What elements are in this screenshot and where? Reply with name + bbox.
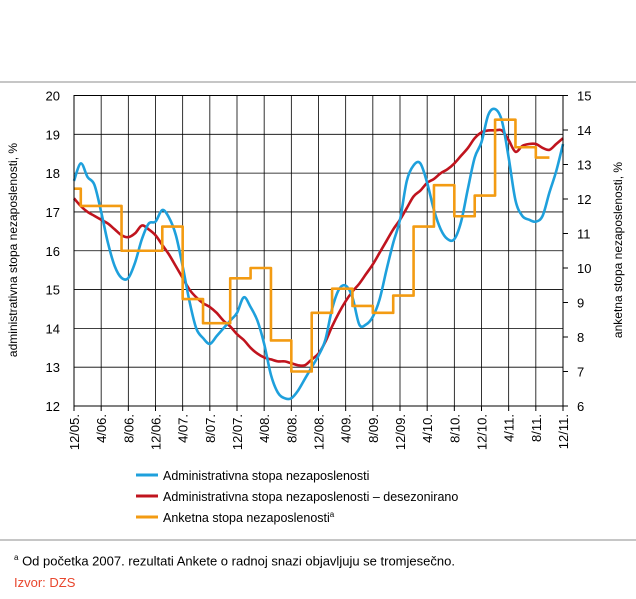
x-tick-label: 8/09.	[366, 414, 381, 443]
footnote-text: Od početka 2007. rezultati Ankete o radn…	[18, 553, 455, 569]
y-right-tick-label: 6	[577, 399, 584, 414]
source: Izvor: DZS	[14, 575, 75, 590]
y-right-axis-label: anketna stopa nezaposlenosti, %	[611, 162, 625, 338]
grid	[74, 95, 563, 406]
legend-label-administrativna: Administrativna stopa nezaposlenosti	[163, 469, 369, 483]
footnote: a Od početka 2007. rezultati Ankete o ra…	[14, 553, 455, 568]
x-tick-label: 12/10.	[475, 414, 490, 450]
y-left-tick-label: 20	[46, 89, 60, 104]
source-text: Izvor: DZS	[14, 575, 76, 590]
y-right-tick-label: 9	[577, 296, 584, 311]
series-line-0	[72, 107, 565, 401]
x-tick-label: 12/07.	[230, 414, 245, 450]
x-tick-label: 12/09.	[393, 414, 408, 450]
x-tick-label: 4/07.	[176, 414, 191, 443]
y-right-tick-label: 11	[577, 227, 591, 242]
x-tick-label: 8/10.	[447, 414, 462, 443]
y-right-tick-label: 10	[577, 261, 591, 276]
y-right-tick-label: 12	[577, 192, 591, 207]
y-left-tick-label: 19	[46, 127, 60, 142]
series-line-2	[74, 118, 550, 373]
y-right-tick-label: 8	[577, 330, 584, 345]
legend: Administrativna stopa nezaposlenosti Adm…	[136, 469, 458, 525]
x-tick-label: 4/09.	[339, 414, 354, 443]
x-tick-label: 4/11.	[502, 414, 517, 442]
x-tick-label: 12/08.	[312, 414, 327, 450]
y-left-tick-label: 14	[46, 321, 60, 336]
y-right-tick-label: 13	[577, 158, 591, 173]
footnote-marker: a	[14, 553, 19, 562]
x-tick-label: 12/05.	[67, 414, 82, 450]
y-left-tick-label: 16	[46, 244, 60, 259]
legend-label-anketna: Anketna stopa nezaposlenostia	[163, 510, 335, 525]
x-tick-label: 8/06.	[121, 414, 136, 443]
y-left-tick-label: 15	[46, 283, 60, 298]
y-left-ticks: 20 19 18 17 16 15 14 13 12	[46, 89, 60, 415]
x-tick-label: 4/08.	[257, 414, 272, 443]
x-ticks: 12/05. 4/06. 8/06. 12/06. 4/07. 8/07. 12/07. 4/…	[67, 406, 571, 450]
x-tick-label: 8/08.	[284, 414, 299, 443]
y-right-tick-label: 14	[577, 123, 591, 138]
x-tick-label: 4/10.	[420, 414, 435, 443]
x-tick-label: 12/11.	[556, 414, 571, 449]
y-left-tick-label: 12	[46, 399, 60, 414]
y-right-tick-label: 7	[577, 365, 584, 380]
y-left-tick-label: 17	[46, 205, 60, 220]
x-tick-label: 8/11.	[529, 414, 544, 442]
legend-label-desezonirano: Administrativna stopa nezaposlenosti – d…	[163, 490, 458, 504]
x-tick-label: 8/07.	[203, 414, 218, 443]
y-right-ticks: 15 14 13 12 11 10 9 8 7 6	[563, 89, 591, 414]
x-tick-label: 12/06.	[149, 414, 164, 450]
series-layer	[72, 107, 565, 401]
y-right-tick-label: 15	[577, 89, 591, 104]
y-left-tick-label: 18	[46, 166, 60, 181]
x-tick-label: 4/06.	[94, 414, 109, 443]
y-left-tick-label: 13	[46, 360, 60, 375]
y-left-axis-label: administrativna stopa nezaposlenosti, %	[6, 143, 20, 357]
